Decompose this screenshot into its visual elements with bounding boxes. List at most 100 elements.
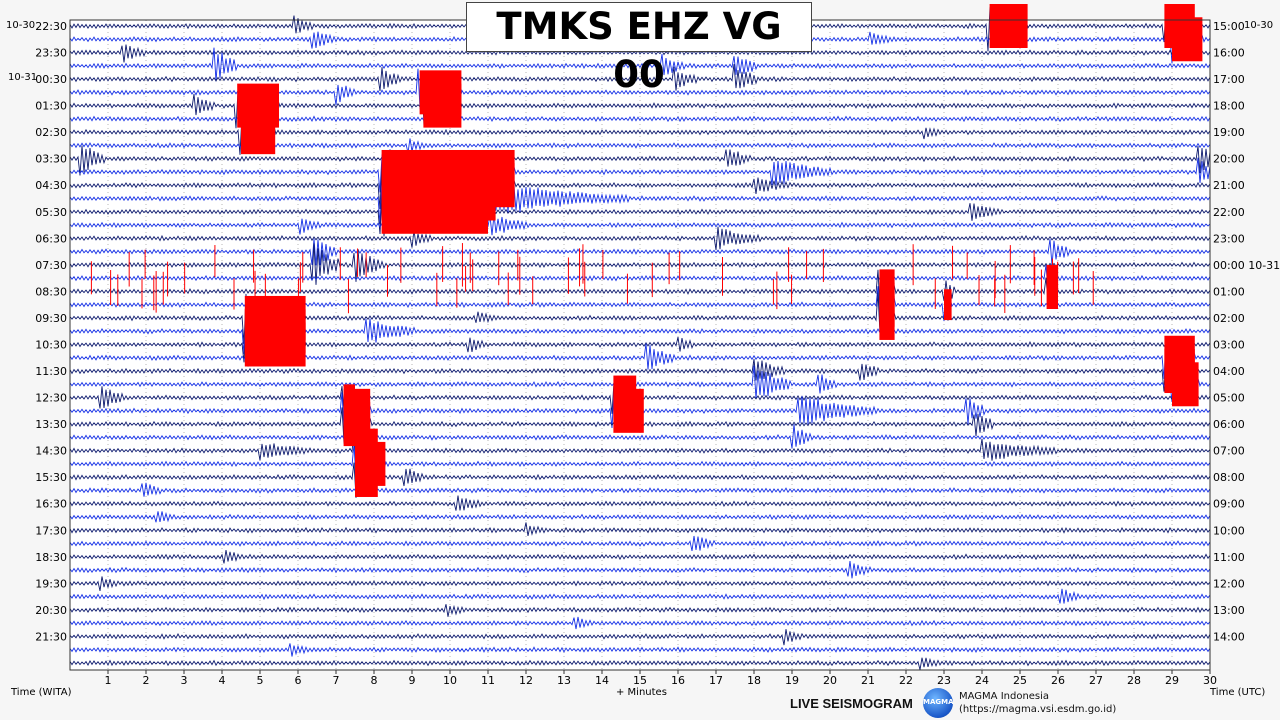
trace-row bbox=[69, 511, 1211, 523]
logo-text: MAGMA bbox=[923, 698, 954, 706]
trace-row bbox=[69, 47, 1211, 82]
trace-row bbox=[69, 161, 1211, 210]
left-tick-label: 02:30 bbox=[35, 126, 67, 139]
trace-row bbox=[69, 214, 1211, 236]
clipped-event bbox=[423, 83, 462, 128]
right-tick-label: 13:00 bbox=[1213, 604, 1245, 617]
left-date-start: 10-30 bbox=[6, 20, 36, 31]
clipped-event bbox=[355, 457, 378, 497]
right-tick-label: 09:00 bbox=[1213, 498, 1245, 511]
right-tick-label: 20:00 bbox=[1213, 153, 1245, 166]
trace-row bbox=[69, 482, 1211, 497]
clipped-event bbox=[1172, 362, 1199, 407]
right-tick-label: 08:00 bbox=[1213, 471, 1245, 484]
minute-tick-label: 18 bbox=[747, 674, 761, 687]
left-tick-label: 15:30 bbox=[35, 471, 67, 484]
right-axis-label: Time (UTC) bbox=[1210, 687, 1266, 698]
minute-tick-label: 10 bbox=[443, 674, 457, 687]
minute-tick-label: 12 bbox=[519, 674, 533, 687]
left-tick-label: 22:30 bbox=[35, 20, 67, 33]
trace-row bbox=[69, 535, 1211, 551]
minute-tick-label: 27 bbox=[1089, 674, 1103, 687]
minute-tick-label: 3 bbox=[181, 674, 188, 687]
trace-row bbox=[69, 428, 1211, 467]
minute-tick-label: 28 bbox=[1127, 674, 1141, 687]
minute-tick-label: 16 bbox=[671, 674, 685, 687]
trace-row bbox=[69, 462, 1211, 498]
right-tick-label: 06:00 bbox=[1213, 418, 1245, 431]
trace-row bbox=[69, 145, 1211, 176]
left-tick-label: 08:30 bbox=[35, 285, 67, 298]
trace-row bbox=[69, 443, 1211, 482]
minute-tick-label: 7 bbox=[333, 674, 340, 687]
right-date-start: 10-30 bbox=[1244, 20, 1274, 31]
trace-row bbox=[69, 629, 1211, 646]
right-tick-label: 14:00 bbox=[1213, 630, 1245, 643]
minute-tick-label: 4 bbox=[219, 674, 226, 687]
magma-logo-icon[interactable]: MAGMA bbox=[923, 688, 954, 718]
left-tick-label: 12:30 bbox=[35, 392, 67, 405]
trace-row bbox=[69, 588, 1211, 604]
trace-row bbox=[69, 349, 1211, 392]
left-tick-label: 04:30 bbox=[35, 179, 67, 192]
minute-tick-label: 23 bbox=[937, 674, 951, 687]
right-tick-label: 16:00 bbox=[1213, 47, 1245, 60]
left-date-change: 10-31 bbox=[8, 72, 38, 83]
station-title: TMKS EHZ VG 00 bbox=[466, 2, 812, 96]
minute-tick-label: 25 bbox=[1013, 674, 1027, 687]
org-url[interactable]: (https://magma.vsi.esdm.go.id) bbox=[959, 704, 1117, 715]
left-tick-label: 23:30 bbox=[35, 47, 67, 60]
minute-tick-label: 11 bbox=[481, 674, 495, 687]
trace-row bbox=[69, 178, 1211, 224]
clipped-event bbox=[989, 4, 1028, 48]
minute-tick-label: 30 bbox=[1203, 674, 1217, 687]
left-tick-label: 01:30 bbox=[35, 100, 67, 113]
trace-row bbox=[69, 424, 1211, 449]
minute-tick-label: 5 bbox=[257, 674, 264, 687]
clipped-event bbox=[613, 388, 644, 433]
clipped-event bbox=[241, 110, 276, 155]
clipped-event bbox=[244, 322, 306, 367]
trace-row bbox=[69, 657, 1211, 670]
left-tick-label: 14:30 bbox=[35, 445, 67, 458]
minute-tick-label: 19 bbox=[785, 674, 799, 687]
minute-tick-label: 13 bbox=[557, 674, 571, 687]
right-tick-label: 07:00 bbox=[1213, 445, 1245, 458]
left-tick-label: 03:30 bbox=[35, 153, 67, 166]
left-axis-label: Time (WITA) bbox=[11, 687, 72, 698]
right-tick-label: 23:00 bbox=[1213, 232, 1245, 245]
clipped-event bbox=[879, 295, 895, 340]
right-tick-label: 22:00 bbox=[1213, 206, 1245, 219]
left-tick-label: 10:30 bbox=[35, 338, 67, 351]
clipped-event bbox=[944, 289, 952, 321]
right-tick-label: 05:00 bbox=[1213, 392, 1245, 405]
trace-row bbox=[69, 63, 1211, 91]
right-time-ticks: 15:00 16:00 17:00 18:00 19:00 20:00 21:00 22:00… bbox=[1213, 20, 1280, 643]
trace-row bbox=[69, 561, 1211, 579]
right-tick-label: 21:00 bbox=[1213, 179, 1245, 192]
minute-tick-label: 9 bbox=[409, 674, 416, 687]
clipped-event bbox=[1172, 17, 1203, 62]
right-tick-label: 04:00 bbox=[1213, 365, 1245, 378]
left-tick-label: 21:30 bbox=[35, 630, 67, 643]
trace-row bbox=[69, 269, 1211, 311]
clipped-signal-layer bbox=[90, 4, 1203, 497]
left-tick-label: 09:30 bbox=[35, 312, 67, 325]
left-tick-label: 19:30 bbox=[35, 577, 67, 590]
left-tick-label: 05:30 bbox=[35, 206, 67, 219]
trace-row bbox=[69, 238, 1211, 266]
trace-row bbox=[69, 243, 1211, 285]
right-tick-label: 02:00 bbox=[1213, 312, 1245, 325]
right-tick-label: 15:00 bbox=[1213, 20, 1245, 33]
left-tick-label: 16:30 bbox=[35, 498, 67, 511]
minute-tick-label: 22 bbox=[899, 674, 913, 687]
minute-tick-label: 2 bbox=[143, 674, 150, 687]
left-tick-label: 06:30 bbox=[35, 232, 67, 245]
minute-ticks: 1 2 3 4 5 6 7 8 9 10 11 12 13 14 15 16 17 18 19 20 21 22 23 24 2… bbox=[105, 670, 1217, 687]
org-name: MAGMA Indonesia bbox=[959, 691, 1050, 702]
trace-row bbox=[69, 149, 1211, 194]
right-tick-label: 00:00 10-31 bbox=[1213, 259, 1280, 272]
trace-row bbox=[69, 495, 1211, 511]
minute-tick-label: 6 bbox=[295, 674, 302, 687]
minute-tick-label: 14 bbox=[595, 674, 609, 687]
